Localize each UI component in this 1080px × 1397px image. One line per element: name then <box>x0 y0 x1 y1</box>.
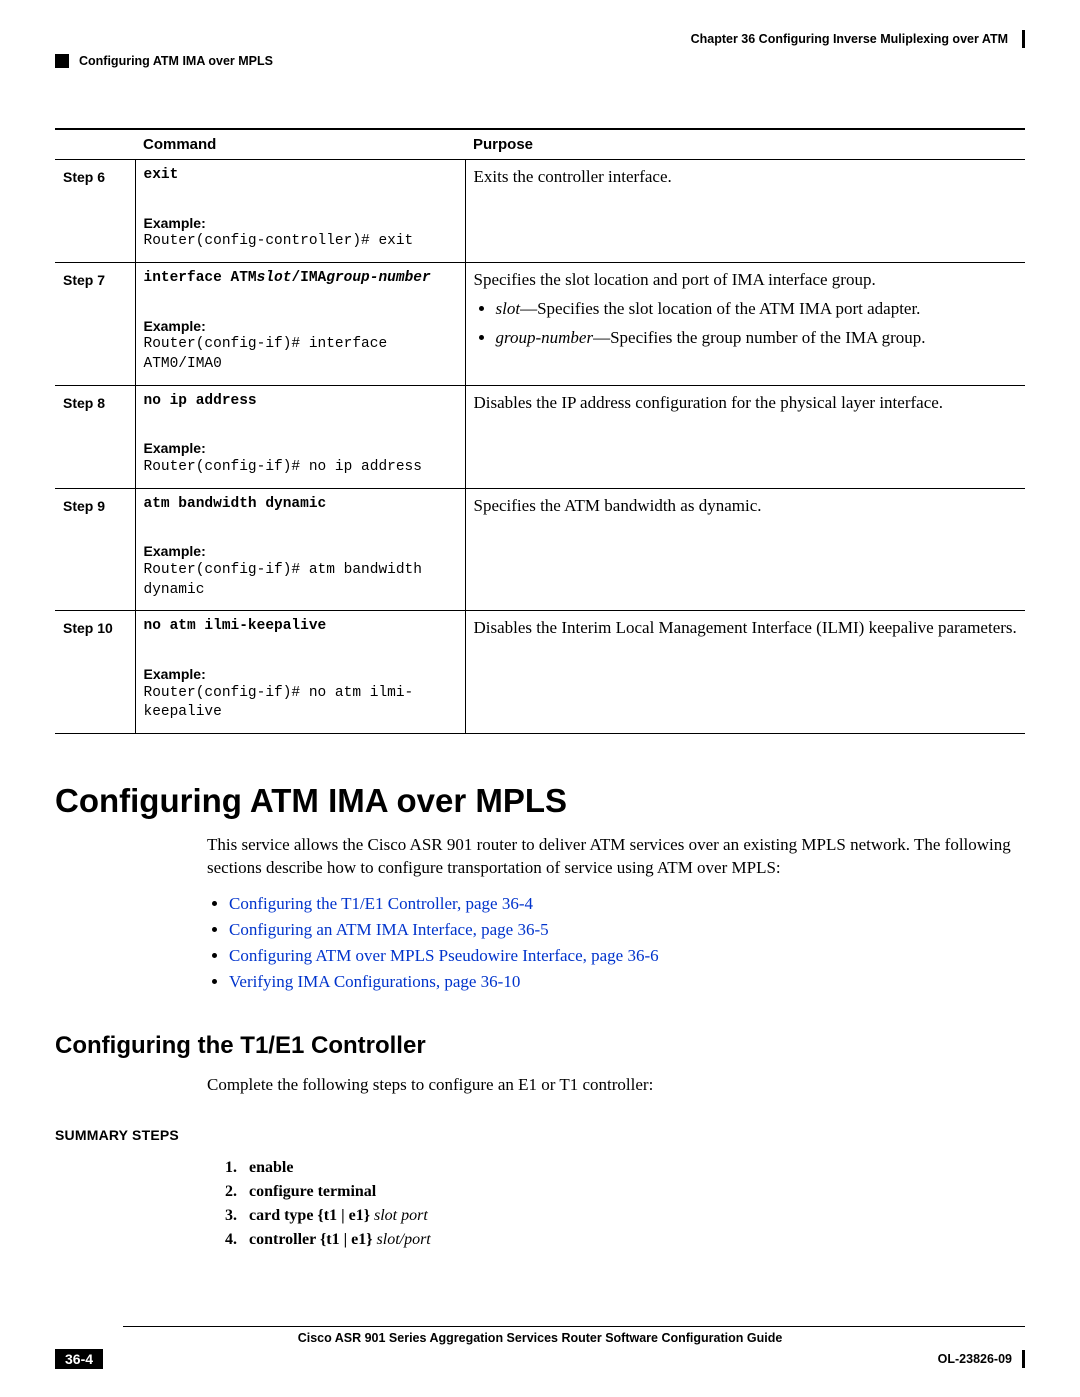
step-label: Step 8 <box>55 385 135 488</box>
step-command: configure terminal <box>249 1183 376 1200</box>
footer-rule <box>123 1326 1025 1327</box>
command-cell: no atm ilmi-keepalive Example: Router(co… <box>135 611 465 734</box>
example-label: Example: <box>144 317 457 336</box>
heading-main: Configuring ATM IMA over MPLS <box>55 782 1025 820</box>
toc-links: Configuring the T1/E1 Controller, page 3… <box>207 894 1025 992</box>
table-row: Step 9 atm bandwidth dynamic Example: Ro… <box>55 488 1025 611</box>
purpose-bullet: slot—Specifies the slot location of the … <box>496 298 1018 321</box>
summary-steps: 1. enable 2. configure terminal 3. card … <box>225 1159 1025 1249</box>
list-item: Configuring an ATM IMA Interface, page 3… <box>229 920 1025 940</box>
command-cell: interface ATMslot/IMAgroup-number Exampl… <box>135 263 465 386</box>
toc-link[interactable]: Configuring an ATM IMA Interface, page 3… <box>229 920 549 939</box>
bullet-desc: —Specifies the slot location of the ATM … <box>520 299 920 318</box>
step-number: 2. <box>225 1183 245 1201</box>
summary-step: 4. controller {t1 | e1} slot/port <box>225 1231 1025 1249</box>
summary-step: 2. configure terminal <box>225 1183 1025 1201</box>
footer-guide: Cisco ASR 901 Series Aggregation Service… <box>298 1331 783 1345</box>
example-label: Example: <box>144 214 457 233</box>
summary-steps-label: SUMMARY STEPS <box>55 1127 1025 1143</box>
step-label: Step 9 <box>55 488 135 611</box>
summary-step: 1. enable <box>225 1159 1025 1177</box>
command-text: exit <box>144 167 179 183</box>
table-row: Step 6 exit Example: Router(config-contr… <box>55 160 1025 263</box>
command-arg: group-number <box>326 270 430 286</box>
step-number: 3. <box>225 1207 245 1225</box>
table-row: Step 8 no ip address Example: Router(con… <box>55 385 1025 488</box>
step-label: Step 6 <box>55 160 135 263</box>
command-cell: no ip address Example: Router(config-if)… <box>135 385 465 488</box>
step-command: controller {t1 | e1} <box>249 1231 377 1248</box>
step-command: enable <box>249 1159 293 1176</box>
command-cell: exit Example: Router(config-controller)#… <box>135 160 465 263</box>
toc-link[interactable]: Configuring the T1/E1 Controller, page 3… <box>229 894 533 913</box>
command-arg: slot <box>257 270 292 286</box>
command-text: interface ATM <box>144 270 257 286</box>
section-label: Configuring ATM IMA over MPLS <box>79 54 273 68</box>
square-bullet-icon <box>55 54 69 68</box>
example-code: Router(config-if)# interface ATM0/IMA0 <box>144 335 457 374</box>
example-code: Router(config-if)# no atm ilmi-keepalive <box>144 684 457 723</box>
table-row: Step 10 no atm ilmi-keepalive Example: R… <box>55 611 1025 734</box>
bullet-term: group-number <box>496 328 594 347</box>
table-header-command: Command <box>135 129 465 160</box>
list-item: Configuring the T1/E1 Controller, page 3… <box>229 894 1025 914</box>
example-code: Router(config-controller)# exit <box>144 232 457 252</box>
bullet-term: slot <box>496 299 521 318</box>
purpose-cell: Disables the IP address configuration fo… <box>465 385 1025 488</box>
command-cell: atm bandwidth dynamic Example: Router(co… <box>135 488 465 611</box>
table-row: Step 7 interface ATMslot/IMAgroup-number… <box>55 263 1025 386</box>
table-header-purpose: Purpose <box>465 129 1025 160</box>
example-label: Example: <box>144 439 457 458</box>
header-right: Chapter 36 Configuring Inverse Muliplexi… <box>55 30 1025 48</box>
command-text: no atm ilmi-keepalive <box>144 618 327 634</box>
chapter-label: Chapter 36 Configuring Inverse Muliplexi… <box>691 32 1008 46</box>
step-label: Step 7 <box>55 263 135 386</box>
step-number: 1. <box>225 1159 245 1177</box>
step-arg: slot/port <box>377 1231 431 1248</box>
example-code: Router(config-if)# no ip address <box>144 458 457 478</box>
purpose-cell: Specifies the ATM bandwidth as dynamic. <box>465 488 1025 611</box>
intro-paragraph: This service allows the Cisco ASR 901 ro… <box>207 834 1025 880</box>
purpose-cell: Specifies the slot location and port of … <box>465 263 1025 386</box>
header-tick-icon <box>1022 30 1025 48</box>
step-arg: slot port <box>374 1207 428 1224</box>
purpose-text: Specifies the slot location and port of … <box>474 270 876 289</box>
toc-link[interactable]: Configuring ATM over MPLS Pseudowire Int… <box>229 946 659 965</box>
footer-tick-icon <box>1022 1350 1025 1368</box>
step-number: 4. <box>225 1231 245 1249</box>
purpose-bullet: group-number—Specifies the group number … <box>496 327 1018 350</box>
purpose-cell: Disables the Interim Local Management In… <box>465 611 1025 734</box>
command-table: Command Purpose Step 6 exit Example: Rou… <box>55 128 1025 734</box>
list-item: Verifying IMA Configurations, page 36-10 <box>229 972 1025 992</box>
summary-step: 3. card type {t1 | e1} slot port <box>225 1207 1025 1225</box>
command-text: no ip address <box>144 393 257 409</box>
step-label: Step 10 <box>55 611 135 734</box>
toc-link[interactable]: Verifying IMA Configurations, page 36-10 <box>229 972 520 991</box>
sub-intro: Complete the following steps to configur… <box>207 1074 1025 1097</box>
example-code: Router(config-if)# atm bandwidth dynamic <box>144 561 457 600</box>
command-table-wrap: Command Purpose Step 6 exit Example: Rou… <box>55 128 1025 734</box>
command-text: /IMA <box>291 270 326 286</box>
example-label: Example: <box>144 542 457 561</box>
bullet-desc: —Specifies the group number of the IMA g… <box>593 328 925 347</box>
doc-number: OL-23826-09 <box>938 1352 1012 1366</box>
purpose-cell: Exits the controller interface. <box>465 160 1025 263</box>
step-command: card type {t1 | e1} <box>249 1207 374 1224</box>
heading-sub: Configuring the T1/E1 Controller <box>55 1032 1025 1060</box>
list-item: Configuring ATM over MPLS Pseudowire Int… <box>229 946 1025 966</box>
header-left: Configuring ATM IMA over MPLS <box>55 54 1025 68</box>
example-label: Example: <box>144 665 457 684</box>
table-header-empty <box>55 129 135 160</box>
command-text: atm bandwidth dynamic <box>144 496 327 512</box>
page-number: 36-4 <box>55 1349 103 1369</box>
page-footer: Cisco ASR 901 Series Aggregation Service… <box>55 1326 1025 1369</box>
